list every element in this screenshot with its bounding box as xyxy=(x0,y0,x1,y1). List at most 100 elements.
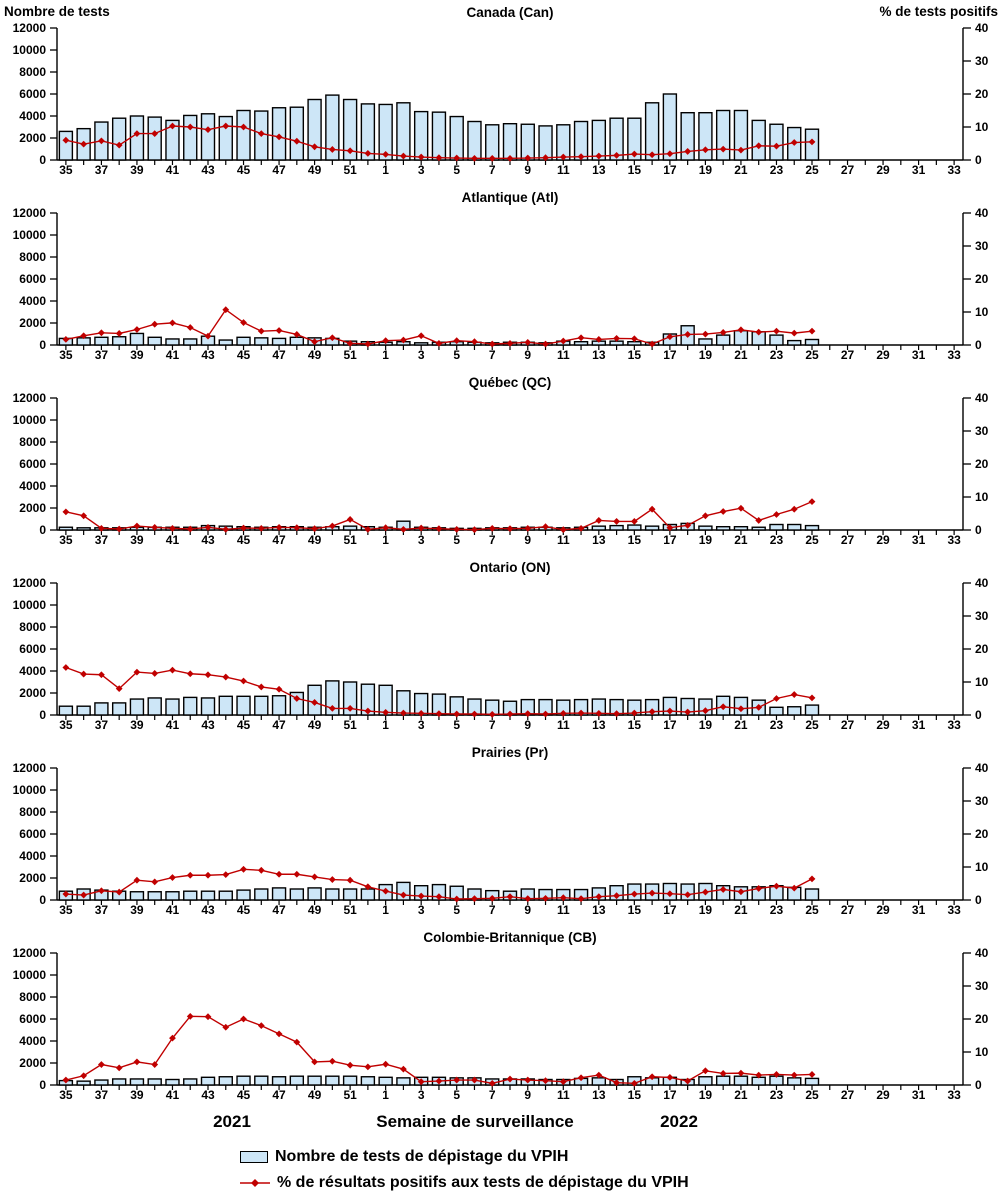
tick-label: 20 xyxy=(975,827,989,841)
diamond-marker xyxy=(559,526,567,534)
tick-label: 23 xyxy=(770,903,784,917)
tests-bar xyxy=(94,702,109,716)
tick-label: 13 xyxy=(592,533,606,547)
diamond-marker xyxy=(808,327,816,335)
diamond-marker xyxy=(773,511,780,518)
tick-label: 10000 xyxy=(13,968,47,982)
diamond-marker xyxy=(702,330,709,338)
tick-label: 17 xyxy=(663,718,677,732)
diamond-marker xyxy=(542,710,549,718)
y-axis-right: 0 10 20 30 40 xyxy=(963,576,989,722)
diamond-marker xyxy=(559,337,567,345)
tests-bar xyxy=(147,116,162,161)
tick-label: 13 xyxy=(592,903,606,917)
diamond-marker xyxy=(702,888,709,896)
tests-bar xyxy=(591,525,607,531)
diamond-marker xyxy=(222,1023,230,1031)
panels-container: Canada (Can) 0 2000 4000 6000 8000 10000 12000 0… xyxy=(13,5,989,1102)
tick-label: 29 xyxy=(876,1088,890,1102)
tick-label: 33 xyxy=(947,718,961,732)
tick-label: 37 xyxy=(95,1088,109,1102)
diamond-marker xyxy=(684,521,692,529)
tick-label: 12000 xyxy=(13,391,47,405)
tests-bar xyxy=(200,1076,216,1086)
diamond-marker xyxy=(382,887,390,895)
diamond-marker xyxy=(790,884,798,892)
diamond-marker xyxy=(417,153,425,161)
tests-bar xyxy=(165,698,180,716)
tick-label: 2000 xyxy=(19,1056,46,1070)
tests-bar xyxy=(307,1075,322,1086)
tick-label: 45 xyxy=(237,1088,251,1102)
tests-bar xyxy=(254,888,269,901)
y-axis-right: 0 10 20 30 40 xyxy=(963,761,989,907)
tick-label: 23 xyxy=(770,718,784,732)
diamond-marker xyxy=(453,525,461,533)
tick-label: 2000 xyxy=(19,871,46,885)
tests-bar xyxy=(147,697,162,716)
y-axis-left: 0 2000 4000 6000 8000 10000 12000 xyxy=(13,946,57,1092)
tests-bar xyxy=(76,527,91,531)
tick-label: 27 xyxy=(841,1088,855,1102)
tests-bar xyxy=(129,891,145,901)
tests-bar xyxy=(680,111,695,161)
tests-bar xyxy=(307,98,322,161)
tick-label: 6000 xyxy=(19,1012,46,1026)
diamond-marker xyxy=(151,670,159,677)
tick-label: 9 xyxy=(524,163,531,177)
diamond-marker xyxy=(115,330,123,337)
tests-bar xyxy=(165,338,180,346)
diamond-marker xyxy=(328,1057,336,1065)
diamond-marker xyxy=(115,888,123,896)
tests-bar xyxy=(413,110,429,161)
tick-label: 7 xyxy=(489,1088,496,1102)
y-axis-right: 0 10 20 30 40 xyxy=(963,946,989,1092)
diamond-marker xyxy=(773,695,780,702)
diamond-marker xyxy=(488,710,496,718)
tick-label: 13 xyxy=(592,348,606,362)
diamond-marker xyxy=(666,524,674,532)
bars-group xyxy=(58,93,820,161)
tick-label: 49 xyxy=(308,163,322,177)
tick-label: 4000 xyxy=(19,664,46,678)
diamond-marker xyxy=(204,671,212,679)
diamond-marker xyxy=(364,340,372,348)
tick-label: 45 xyxy=(237,348,251,362)
tests-bar xyxy=(396,1077,411,1086)
diamond-marker xyxy=(257,130,265,137)
tick-label: 15 xyxy=(628,533,642,547)
diamond-marker xyxy=(328,876,336,883)
diamond-marker xyxy=(204,871,212,879)
diamond-marker xyxy=(755,704,763,711)
tick-label: 25 xyxy=(805,163,819,177)
tests-bar xyxy=(449,115,464,161)
tick-label: 29 xyxy=(876,348,890,362)
x-axis-title-row: 2021 Semaine de surveillance 2022 xyxy=(0,1112,1002,1136)
diamond-marker xyxy=(382,150,390,158)
tick-label: 3 xyxy=(418,533,425,547)
tick-label: 47 xyxy=(272,1088,286,1102)
tick-label: 40 xyxy=(975,946,989,960)
year-2022-label: 2022 xyxy=(660,1112,698,1131)
diamond-marker xyxy=(719,329,727,336)
tests-bar xyxy=(325,1075,340,1086)
tick-label: 10 xyxy=(975,120,989,134)
diamond-marker xyxy=(453,710,461,718)
tests-bar xyxy=(698,111,713,161)
diamond-marker xyxy=(328,522,336,530)
tick-label: 37 xyxy=(95,163,109,177)
tick-label: 19 xyxy=(699,903,713,917)
diamond-marker xyxy=(524,710,532,718)
axes xyxy=(56,768,964,901)
tests-bar xyxy=(254,337,269,346)
diamond-marker xyxy=(702,146,709,154)
year-2021-label: 2021 xyxy=(213,1112,251,1131)
diamond-marker xyxy=(773,142,780,150)
diamond-marker xyxy=(630,150,638,158)
diamond-marker xyxy=(595,152,603,160)
tick-label: 0 xyxy=(39,523,46,537)
tick-label: 9 xyxy=(524,718,531,732)
tests-bar xyxy=(236,1075,251,1086)
diamond-marker xyxy=(808,875,816,883)
